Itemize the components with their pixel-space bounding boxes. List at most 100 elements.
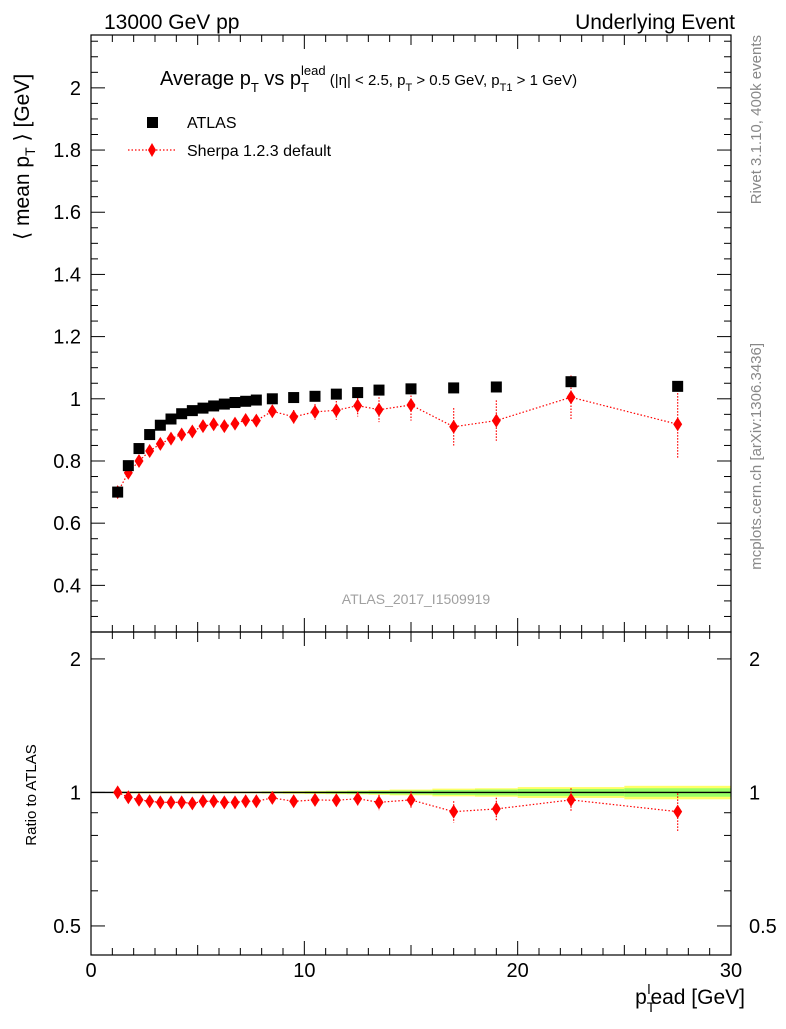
side-rivet-label: Rivet 3.1.10, 400k events [748, 35, 765, 204]
sherpa-point [166, 431, 176, 446]
ratio-sherpa-point [113, 785, 123, 800]
legend: ATLAS Sherpa 1.2.3 default [128, 115, 332, 160]
atlas-point [122, 460, 134, 472]
xlabel-sup: l [647, 981, 650, 997]
xtick-label: 20 [507, 960, 529, 982]
title-a-sub: T [251, 80, 259, 95]
atlas-point [373, 384, 385, 396]
ratio-sherpa-point [310, 792, 320, 807]
main-y-axis-label: ⟨ mean pT ⟩ [GeV] [11, 74, 38, 240]
title-c: (|η| < 2.5, p [326, 72, 406, 89]
main-ticks [90, 35, 732, 633]
ratio-ytick-labels-right: 0.5 1 2 [749, 649, 777, 938]
xtick-label: 0 [85, 960, 96, 982]
main-ytick-labels: 0.4 0.6 0.8 1 1.2 1.4 1.6 1.8 2 [53, 78, 81, 598]
ratio-sherpa-point [449, 804, 459, 819]
atlas-point [448, 382, 460, 394]
main-ytick-label: 1 [70, 389, 81, 411]
xlabel-a: p [635, 986, 647, 1009]
atlas-point [176, 408, 188, 420]
atlas-point [266, 393, 278, 405]
ratio-sherpa-point [219, 795, 229, 810]
main-ytick-label: 1.6 [53, 202, 81, 224]
main-ytick-label: 0.4 [53, 575, 81, 597]
ratio-sherpa-point [198, 794, 208, 809]
sherpa-point [491, 413, 501, 428]
sherpa-point [353, 398, 363, 413]
ratio-sherpa-point [187, 796, 197, 811]
atlas-point [405, 383, 417, 395]
sherpa-point [267, 404, 277, 419]
title-d: > 0.5 GeV, p [412, 72, 499, 89]
sherpa-point [145, 444, 155, 459]
atlas-series [112, 376, 684, 498]
atlas-point [288, 392, 300, 404]
legend-atlas-label: ATLAS [187, 115, 237, 132]
ratio-ytick-label-right: 1 [749, 782, 760, 804]
ratio-sherpa-point [289, 794, 299, 809]
main-ytick-label: 2 [70, 78, 81, 100]
ylabel-part-a: ⟨ mean p [11, 156, 34, 240]
sherpa-point [198, 419, 208, 434]
sherpa-point [209, 417, 219, 432]
ratio-sherpa-point [177, 795, 187, 810]
main-ytick-label: 0.6 [53, 513, 81, 535]
xlabel-sub: T [647, 999, 656, 1015]
legend-sherpa-label: Sherpa 1.2.3 default [187, 143, 332, 160]
ratio-sherpa-point [331, 793, 341, 808]
sherpa-series [113, 375, 683, 500]
ylabel-part-b: ⟩ [GeV] [11, 74, 34, 148]
chart-title: Average pT vs pTlead (|η| < 2.5, pT > 0.… [160, 63, 577, 95]
xlabel-b: ead [GeV] [650, 986, 745, 1009]
title-c-sub: T [405, 82, 412, 94]
ylabel-sub: T [22, 147, 38, 156]
ratio-sherpa-point [134, 792, 144, 807]
ratio-y-axis-label: Ratio to ATLAS [23, 744, 40, 845]
ratio-sherpa-point [353, 791, 363, 806]
atlas-point [197, 402, 209, 414]
atlas-point [208, 400, 220, 412]
legend-atlas-marker [147, 117, 158, 128]
ratio-sherpa-point [166, 795, 176, 810]
sherpa-point [155, 436, 165, 451]
main-ytick-label: 1.8 [53, 140, 81, 162]
ratio-ytick-label: 0.5 [53, 916, 81, 938]
atlas-point [133, 443, 145, 455]
atlas-point [186, 405, 198, 417]
ratio-panel: 0.5 1 2 0.5 1 2 0 10 20 30 Ratio to ATLAS pTlea… [23, 631, 777, 1015]
atlas-point [565, 376, 577, 388]
ratio-sherpa-point [673, 804, 683, 819]
main-ytick-label: 0.8 [53, 451, 81, 473]
atlas-point [218, 398, 230, 410]
sherpa-point [251, 413, 261, 428]
ratio-sherpa-point [241, 794, 251, 809]
atlas-point [352, 387, 364, 399]
main-panel: 0.40.60.811.21.41.61.82 ⟨ mean pT ⟩ [GeV… [11, 34, 732, 633]
sherpa-point [289, 409, 299, 424]
sherpa-point [187, 424, 197, 439]
sherpa-point [374, 402, 384, 417]
atlas-point [229, 397, 241, 409]
ratio-ytick-label-right: 2 [749, 649, 760, 671]
sherpa-point [219, 419, 229, 434]
title-e: > 1 GeV) [512, 72, 577, 89]
watermark: ATLAS_2017_I1509919 [342, 591, 491, 607]
ratio-ytick-label: 2 [70, 649, 81, 671]
title-a: Average p [160, 68, 251, 90]
legend-sherpa-marker [148, 143, 156, 157]
sherpa-point [331, 403, 341, 418]
ratio-ytick-label: 1 [70, 782, 81, 804]
ratio-sherpa-point [566, 792, 576, 807]
atlas-point [154, 419, 166, 431]
atlas-point [672, 380, 684, 392]
sherpa-point [310, 404, 320, 419]
ratio-ytick-label-right: 0.5 [749, 916, 777, 938]
xtick-label: 10 [293, 960, 315, 982]
xtick-label: 30 [720, 960, 742, 982]
atlas-point [240, 395, 252, 407]
ratio-sherpa-point [230, 795, 240, 810]
header-right: Underlying Event [575, 11, 735, 34]
atlas-point [250, 394, 262, 406]
sherpa-point [566, 390, 576, 405]
